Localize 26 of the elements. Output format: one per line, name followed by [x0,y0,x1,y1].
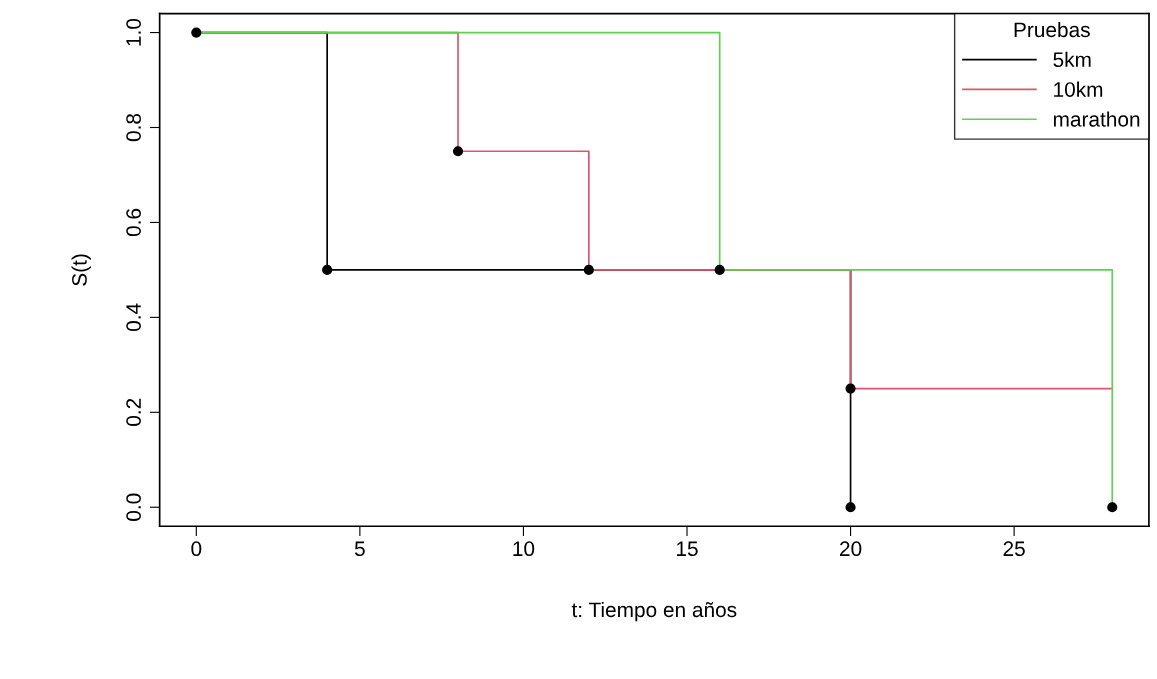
point [845,383,856,394]
x-tick-label: 10 [513,541,535,557]
legend-label: marathon [1053,111,1140,127]
y-tick-label: 1.0 [126,18,141,46]
y-axis-title: S(t) [71,254,91,286]
legend-title: Pruebas [1014,21,1090,38]
point [583,264,594,275]
y-tick-label: 0.2 [126,398,141,426]
point [322,264,333,275]
x-tick-label: 5 [354,541,365,557]
point [452,146,464,157]
y-tick-label: 0.6 [126,208,141,237]
point [191,27,202,38]
x-tick-label: 0 [191,541,202,557]
legend-label: 5km [1053,51,1091,68]
x-axis-title: t: Tiempo en años [571,601,737,622]
y-tick-label: 0.0 [126,493,141,521]
point [845,502,856,513]
x-tick-label: 25 [1003,541,1025,557]
point [1107,502,1118,513]
x-tick-label: 15 [677,541,698,557]
y-tick-label: 0.8 [126,113,141,142]
y-tick-label: 0.4 [126,303,141,332]
legend-label: 10km [1054,81,1103,97]
point [714,264,725,275]
x-tick-label: 20 [840,541,862,557]
